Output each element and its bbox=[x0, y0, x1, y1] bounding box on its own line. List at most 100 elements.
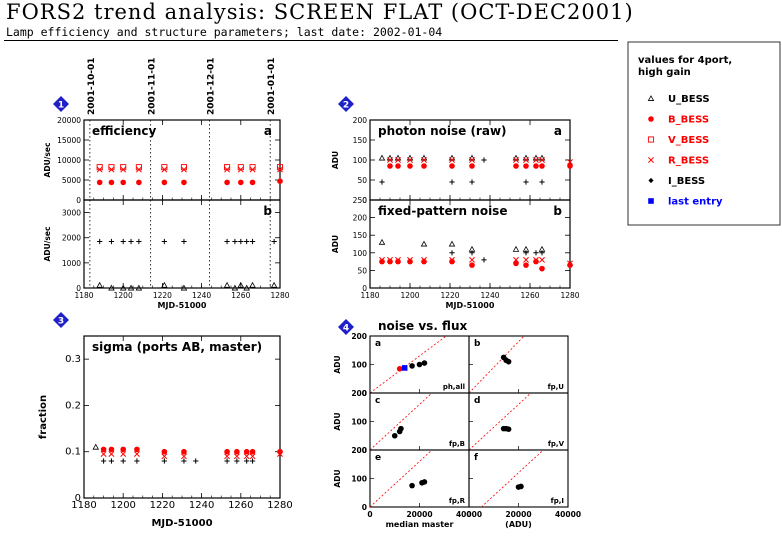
efficiency-b-point-i-bess bbox=[244, 238, 250, 245]
efficiency-ytick-label: 5000 bbox=[62, 176, 81, 185]
efficiency-point-b-bess bbox=[96, 179, 103, 186]
fixed-pattern-noise-ylabel: ADU bbox=[331, 235, 340, 253]
photon-noise-point-r-bess bbox=[533, 157, 539, 163]
page-subtitle: Lamp efficiency and structure parameters… bbox=[6, 25, 443, 39]
noise-vs-flux-point bbox=[396, 365, 403, 372]
fixed-pattern-noise-xtick-label: 1180 bbox=[360, 291, 379, 300]
noise-vs-flux-ylabel: ADU bbox=[333, 469, 342, 487]
fixed-pattern-noise-title: fixed-pattern noise bbox=[378, 204, 507, 218]
noise-vs-flux-xtick-label: 20000 bbox=[505, 510, 531, 519]
noise-vs-flux-xtick-label: 0 bbox=[466, 510, 471, 519]
efficiency-b-point-i-bess bbox=[181, 238, 187, 245]
photon-noise-point-r-bess bbox=[421, 157, 427, 163]
badge-number: 2 bbox=[343, 101, 349, 111]
noise-vs-flux-ytick-label: 200 bbox=[351, 446, 367, 455]
noise-vs-flux-xlabel: median master bbox=[386, 520, 454, 529]
sigma-point-b-bess bbox=[181, 448, 187, 455]
badge-diamond-icon bbox=[53, 312, 69, 328]
fixed-pattern-noise-ytick-label: 250 bbox=[353, 196, 368, 205]
efficiency-b-point-u-bess bbox=[161, 281, 168, 288]
photon-noise-point-r-bess bbox=[395, 157, 401, 163]
noise-vs-flux-point bbox=[518, 483, 524, 490]
efficiency-b-point-i-bess bbox=[224, 238, 230, 245]
noise-vs-flux-label: fp,U bbox=[548, 383, 565, 391]
noise-vs-flux-title: noise vs. flux bbox=[378, 319, 467, 333]
photon-noise-ytick-label: 100 bbox=[353, 156, 368, 165]
efficiency-b-point-u-bess bbox=[249, 281, 256, 288]
noise-vs-flux-point bbox=[409, 363, 415, 369]
efficiency-b-point-i-bess bbox=[108, 238, 115, 245]
efficiency-point-b-bess bbox=[108, 179, 115, 186]
fixed-pattern-noise-ytick-label: 50 bbox=[357, 266, 367, 275]
efficiency-b-point-u-bess bbox=[223, 281, 231, 288]
noise-vs-flux-point bbox=[505, 358, 512, 365]
sigma-xtick-label: 1220 bbox=[150, 500, 175, 511]
sigma-ytick-label: 0.1 bbox=[65, 447, 81, 458]
efficiency-b-ytick-label: 1000 bbox=[62, 259, 81, 268]
fixed-pattern-noise-point-b-bess bbox=[539, 265, 545, 272]
fixed-pattern-noise-ytick-label: 150 bbox=[353, 231, 368, 240]
efficiency-point-r-bess bbox=[161, 166, 168, 173]
sigma-point-r-bess bbox=[249, 453, 256, 460]
fixed-pattern-noise-point-u-bess bbox=[378, 238, 386, 245]
noise-vs-flux-ytick-label: 0 bbox=[362, 446, 367, 455]
noise-vs-flux-letter: d bbox=[474, 396, 480, 406]
photon-noise-point-i-bess bbox=[539, 179, 545, 185]
fixed-pattern-noise-point-r-bess bbox=[539, 256, 545, 263]
noise-vs-flux-xlabel2: (ADU) bbox=[505, 520, 532, 529]
fixed-pattern-noise-point-b-bess bbox=[567, 262, 573, 268]
sigma-point-b-bess bbox=[108, 446, 115, 453]
fixed-pattern-noise-point-i-bess bbox=[539, 250, 545, 256]
sigma-point-i-bess bbox=[244, 458, 250, 464]
fixed-pattern-noise-point-b-bess bbox=[421, 258, 427, 265]
noise-vs-flux-point bbox=[421, 479, 428, 485]
photon-noise-point-b-bess bbox=[513, 163, 519, 169]
noise-vs-flux-ytick-label: 100 bbox=[351, 361, 367, 370]
efficiency-b-xtick-label: 1220 bbox=[153, 291, 172, 300]
efficiency-b-point-i-bess bbox=[271, 238, 277, 245]
fixed-pattern-noise-panel-letter: b bbox=[553, 204, 562, 218]
sigma-point-i-bess bbox=[181, 458, 187, 464]
photon-noise-ytick-label: 200 bbox=[353, 116, 368, 125]
fixed-pattern-noise-xtick-label: 1260 bbox=[520, 291, 539, 300]
photon-noise-point-i-bess bbox=[449, 179, 455, 185]
fixed-pattern-noise-point-i-bess bbox=[533, 250, 539, 256]
fixed-pattern-noise-point-u-bess bbox=[448, 240, 456, 247]
legend-label-u-bess: U_BESS bbox=[668, 94, 710, 105]
efficiency-b-point-u-bess bbox=[180, 284, 188, 291]
sigma-xtick-label: 1200 bbox=[110, 500, 135, 511]
efficiency-point-r-bess bbox=[108, 166, 115, 173]
date-marker-label: 2001-12-01 bbox=[206, 57, 216, 115]
photon-noise-panel-letter: a bbox=[554, 124, 562, 138]
sigma-ylabel: fraction bbox=[38, 395, 49, 439]
sigma-xtick-label: 1240 bbox=[189, 500, 214, 511]
efficiency-panel-letter: a bbox=[264, 124, 272, 138]
fixed-pattern-noise-point-i-bess bbox=[523, 250, 529, 256]
efficiency-b-xlabel: MJD-51000 bbox=[158, 301, 207, 310]
photon-noise-point-r-bess bbox=[449, 157, 455, 163]
efficiency-b-point-u-bess bbox=[108, 284, 115, 291]
efficiency-b-xtick-label: 1280 bbox=[270, 291, 289, 300]
photon-noise-point-r-bess bbox=[513, 157, 519, 163]
efficiency-point-r-bess bbox=[249, 166, 256, 173]
photon-noise-point-r-bess bbox=[469, 157, 475, 163]
efficiency-b-ytick-label: 3000 bbox=[62, 209, 81, 218]
sigma-point-r-bess bbox=[100, 451, 107, 457]
photon-noise-point-r-bess bbox=[567, 159, 573, 165]
legend-label-r-bess: R_BESS bbox=[668, 156, 709, 167]
photon-noise-point-b-bess bbox=[387, 163, 393, 169]
fixed-pattern-noise-xtick-label: 1220 bbox=[440, 291, 459, 300]
date-marker-label: 2001-11-01 bbox=[148, 57, 158, 115]
efficiency-point-r-bess bbox=[224, 166, 231, 173]
noise-vs-flux-model-line bbox=[369, 335, 447, 394]
noise-vs-flux-xtick-label: 0 bbox=[367, 510, 372, 519]
efficiency-b-point-u-bess bbox=[243, 284, 250, 291]
efficiency-point-r-bess bbox=[135, 166, 142, 173]
sigma-point-r-bess bbox=[224, 453, 231, 460]
badge-diamond-icon bbox=[53, 96, 69, 112]
sigma-frame bbox=[83, 335, 281, 499]
sigma-ytick-label: 0.3 bbox=[65, 354, 81, 365]
noise-vs-flux-label: fp,R bbox=[449, 497, 466, 505]
efficiency-point-r-bess bbox=[120, 166, 127, 173]
